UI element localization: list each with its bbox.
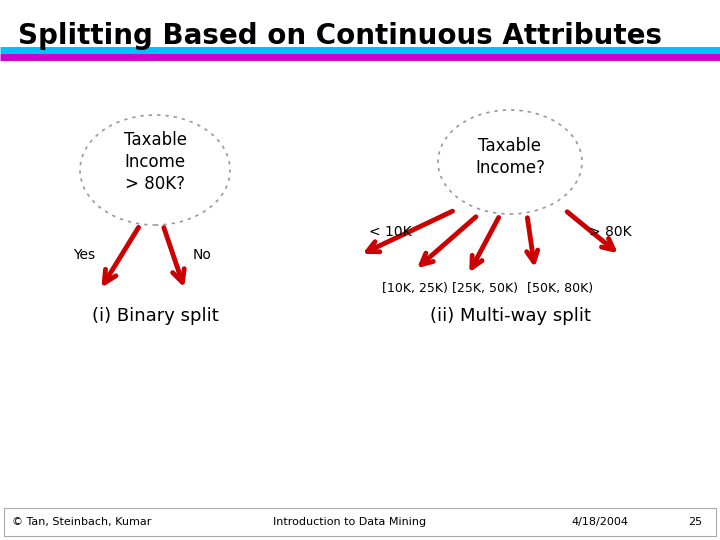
Text: (ii) Multi-way split: (ii) Multi-way split <box>430 307 590 325</box>
Text: Taxable
Income?: Taxable Income? <box>475 137 545 177</box>
Text: [10K, 25K): [10K, 25K) <box>382 282 448 295</box>
Text: Introduction to Data Mining: Introduction to Data Mining <box>274 517 426 527</box>
Text: [25K, 50K): [25K, 50K) <box>452 282 518 295</box>
Text: (i) Binary split: (i) Binary split <box>91 307 218 325</box>
Text: Taxable
Income
> 80K?: Taxable Income > 80K? <box>124 131 186 193</box>
Text: 25: 25 <box>688 517 702 527</box>
Text: No: No <box>193 248 212 262</box>
Text: © Tan, Steinbach, Kumar: © Tan, Steinbach, Kumar <box>12 517 151 527</box>
Text: [50K, 80K): [50K, 80K) <box>527 282 593 295</box>
Text: Splitting Based on Continuous Attributes: Splitting Based on Continuous Attributes <box>18 22 662 50</box>
Text: Yes: Yes <box>73 248 95 262</box>
Text: 4/18/2004: 4/18/2004 <box>572 517 629 527</box>
Text: > 80K: > 80K <box>589 225 631 239</box>
Text: < 10K: < 10K <box>369 225 411 239</box>
